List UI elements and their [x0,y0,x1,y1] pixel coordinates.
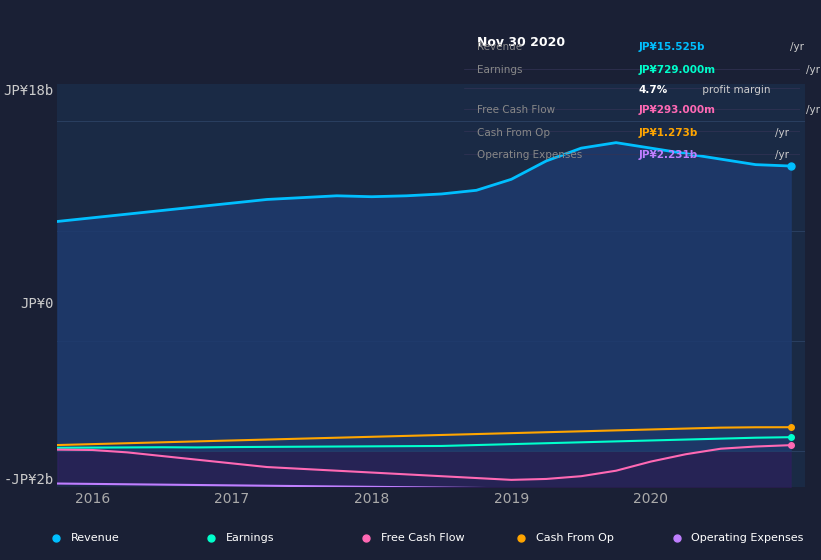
Text: /yr: /yr [805,105,819,115]
Text: Revenue: Revenue [477,41,522,52]
Text: JP¥18b: JP¥18b [3,84,53,98]
Text: Free Cash Flow: Free Cash Flow [381,533,465,543]
Text: /yr: /yr [805,66,819,76]
Text: Operating Expenses: Operating Expenses [691,533,804,543]
Text: Nov 30 2020: Nov 30 2020 [477,35,566,49]
Text: Revenue: Revenue [71,533,119,543]
Text: /yr: /yr [775,150,789,160]
Text: profit margin: profit margin [699,85,771,95]
Text: 4.7%: 4.7% [639,85,668,95]
Text: Earnings: Earnings [477,66,523,76]
Text: JP¥0: JP¥0 [21,297,53,311]
Text: Cash From Op: Cash From Op [477,128,550,138]
Text: /yr: /yr [775,128,789,138]
Text: JP¥729.000m: JP¥729.000m [639,66,716,76]
Text: JP¥1.273b: JP¥1.273b [639,128,699,138]
Text: JP¥293.000m: JP¥293.000m [639,105,716,115]
Text: Earnings: Earnings [226,533,274,543]
Text: /yr: /yr [791,41,805,52]
Text: Operating Expenses: Operating Expenses [477,150,583,160]
Text: Free Cash Flow: Free Cash Flow [477,105,556,115]
Text: JP¥15.525b: JP¥15.525b [639,41,705,52]
Text: -JP¥2b: -JP¥2b [3,473,53,487]
Text: JP¥2.231b: JP¥2.231b [639,150,698,160]
Text: Cash From Op: Cash From Op [536,533,614,543]
